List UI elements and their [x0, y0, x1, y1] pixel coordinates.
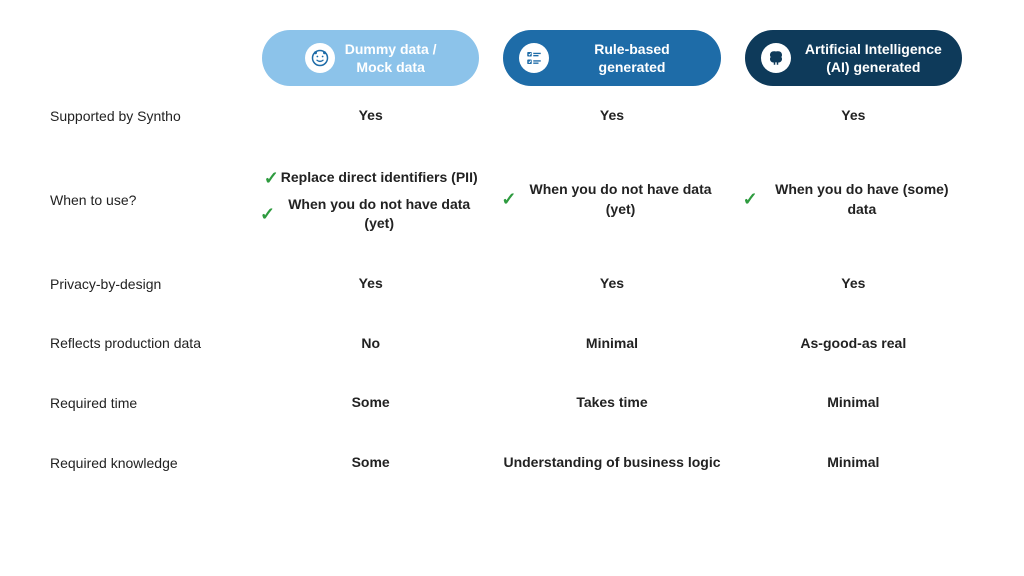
cell: Minimal — [733, 373, 974, 433]
cell: Some — [250, 373, 491, 433]
header-ai-generated: Artificial Intelligence (AI) generated — [745, 30, 962, 86]
cell-when-to-use-dummy: ✓Replace direct identifiers (PII) ✓When … — [250, 146, 491, 254]
row-label: Privacy-by-design — [50, 254, 250, 314]
cell: Takes time — [491, 373, 732, 433]
cell: Yes — [250, 86, 491, 146]
check-icon: ✓ — [501, 187, 516, 212]
row-label: Supported by Syntho — [50, 86, 250, 146]
cell-when-to-use-ai: ✓When you do have (some) data — [733, 146, 974, 254]
cell: Minimal — [733, 433, 974, 493]
check-text: When you do not have data (yet) — [518, 180, 722, 219]
row-label: When to use? — [50, 146, 250, 254]
cell: Yes — [733, 254, 974, 314]
header-label: Artificial Intelligence (AI) generated — [801, 40, 946, 76]
check-text: When you do not have data (yet) — [277, 195, 481, 234]
header-empty — [50, 30, 250, 86]
check-icon: ✓ — [260, 202, 275, 227]
check-icon: ✓ — [264, 166, 279, 191]
check-text: Replace direct identifiers (PII) — [281, 168, 478, 188]
header-rule-based: Rule-based generated — [503, 30, 720, 86]
cell: Yes — [250, 254, 491, 314]
row-label: Required knowledge — [50, 433, 250, 493]
cell: Understanding of business logic — [491, 433, 732, 493]
cell: Minimal — [491, 314, 732, 374]
header-label: Rule-based generated — [559, 40, 704, 76]
cell: As-good-as real — [733, 314, 974, 374]
cell-when-to-use-rule: ✓When you do not have data (yet) — [491, 146, 732, 254]
header-dummy-data: Dummy data /Mock data — [262, 30, 479, 86]
check-text: When you do have (some) data — [760, 180, 964, 219]
comparison-table: Dummy data /Mock data Rule-based generat… — [50, 30, 974, 492]
check-icon: ✓ — [743, 187, 758, 212]
cell: Yes — [491, 254, 732, 314]
cell: No — [250, 314, 491, 374]
cell: Some — [250, 433, 491, 493]
row-label: Reflects production data — [50, 314, 250, 374]
cell: Yes — [491, 86, 732, 146]
checklist-icon — [519, 43, 549, 73]
header-label: Dummy data /Mock data — [345, 40, 437, 76]
brain-icon — [761, 43, 791, 73]
row-label: Required time — [50, 373, 250, 433]
cell: Yes — [733, 86, 974, 146]
face-icon — [305, 43, 335, 73]
